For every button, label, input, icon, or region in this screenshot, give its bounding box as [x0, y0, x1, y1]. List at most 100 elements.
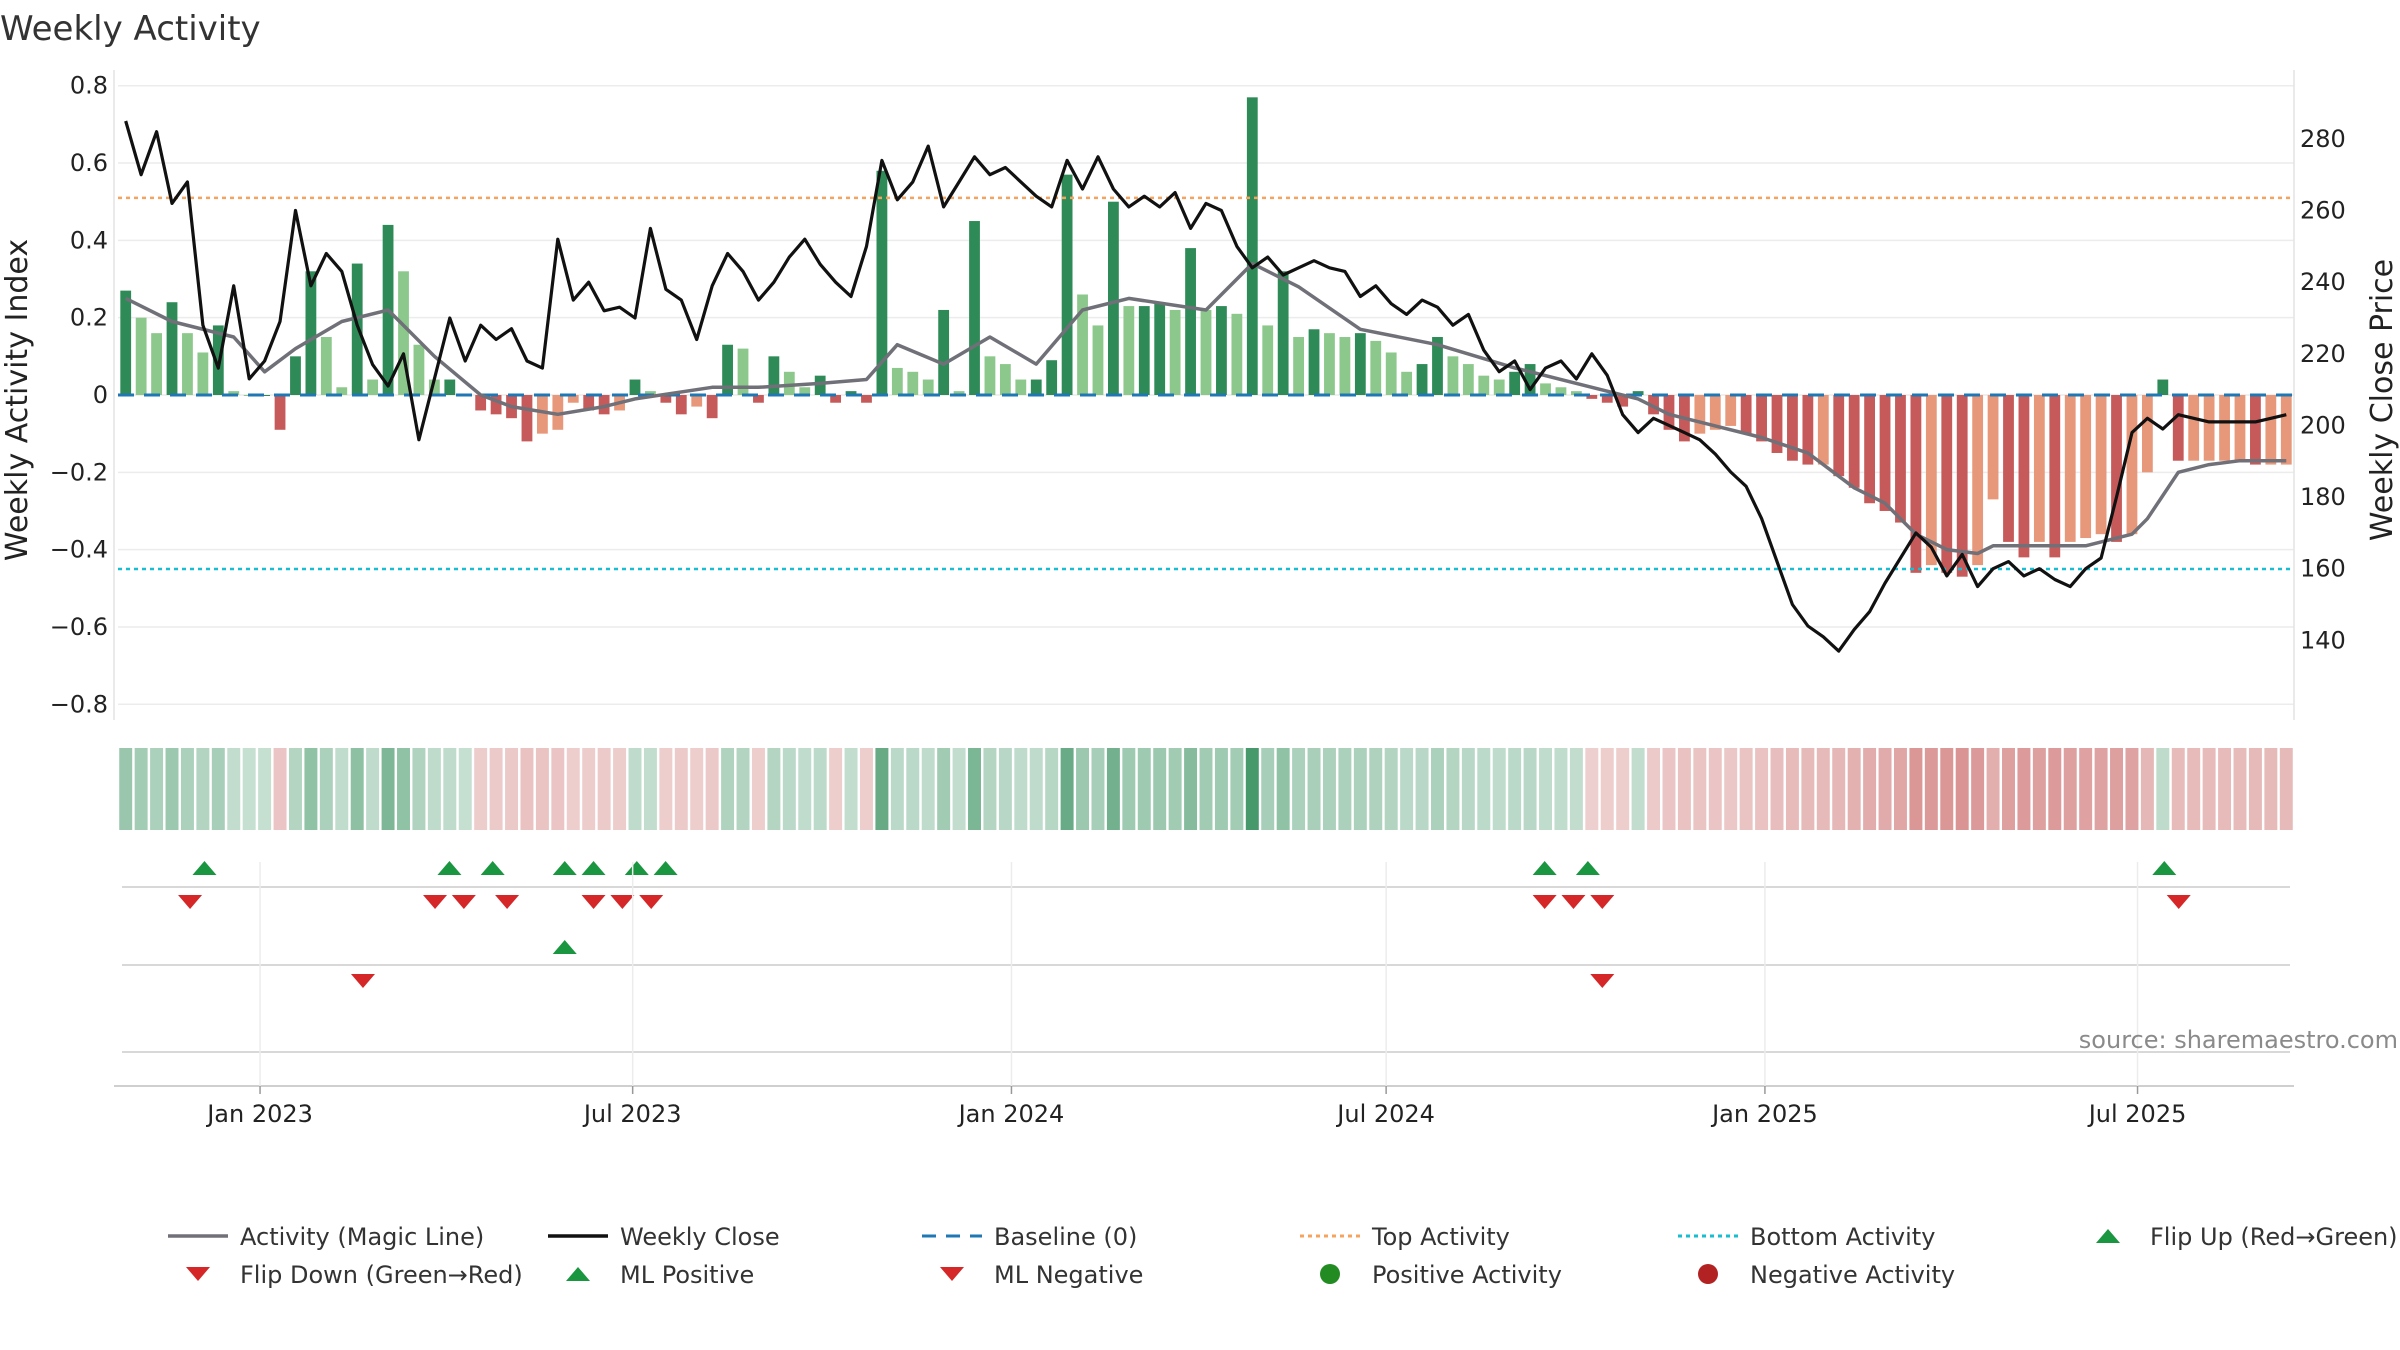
legend-label: ML Negative [994, 1261, 1143, 1289]
activity-bar [999, 364, 1011, 395]
left-tick-label: 0.8 [70, 72, 108, 100]
left-y-axis: 0.8 0.6 0.4 0.2 0 −0.2 −0.4 −0.6 −0.8 [50, 70, 115, 720]
activity-bar [2111, 395, 2122, 542]
activity-bar [228, 391, 240, 395]
activity-bar [398, 271, 409, 395]
flip-up-marker [1575, 861, 1600, 875]
heat-cell [937, 748, 951, 830]
activity-bar [1354, 333, 1366, 395]
heat-cell [1384, 748, 1398, 830]
right-tick-label: 240 [2300, 268, 2346, 296]
activity-bar [2049, 395, 2061, 558]
flip-down-marker [639, 895, 664, 909]
heat-cell [1245, 748, 1259, 830]
activity-bar [1941, 395, 1953, 573]
legend-label: Flip Up (Red→Green) [2150, 1223, 2398, 1251]
activity-bar [1015, 379, 1027, 395]
activity-bar [259, 395, 271, 396]
activity-bar [290, 356, 301, 395]
flip-up-marker [480, 861, 505, 875]
activity-bar [938, 309, 950, 395]
legend-label: Bottom Activity [1750, 1223, 1935, 1251]
heat-cell [1971, 748, 1985, 830]
heat-cell [350, 748, 364, 830]
heat-cell [1909, 748, 1923, 830]
activity-bar [1802, 395, 1814, 465]
activity-bar [583, 395, 595, 411]
heat-cell [505, 748, 519, 830]
heat-cell [1647, 748, 1661, 830]
activity-heat-strip [119, 748, 2293, 830]
activity-bar [305, 271, 317, 395]
activity-bar [2265, 395, 2277, 465]
activity-bar [1370, 340, 1382, 395]
activity-bar [1061, 174, 1073, 395]
activity-bar [2003, 395, 2014, 542]
activity-bar [1339, 337, 1351, 395]
heat-cell [2048, 748, 2062, 830]
legend-item: Activity (Magic Line) [168, 1223, 484, 1251]
heat-cell [2079, 748, 2093, 830]
activity-bar [737, 348, 749, 395]
right-tick-label: 260 [2300, 197, 2346, 225]
flip-up-marker [1532, 861, 1557, 875]
heat-cell [520, 748, 534, 830]
heat-cell [998, 748, 1012, 830]
legend: Activity (Magic Line) Weekly Close Baselin… [168, 1223, 2398, 1289]
heat-cell [211, 748, 225, 830]
heat-cell [1554, 748, 1568, 830]
activity-bar [1123, 306, 1135, 395]
activity-bar [1509, 371, 1521, 395]
heat-cell [1369, 748, 1383, 830]
heat-cell [551, 748, 565, 830]
heat-cell [2171, 748, 2185, 830]
heat-cell [304, 748, 318, 830]
right-tick-label: 160 [2300, 555, 2346, 583]
heat-cell [1261, 748, 1275, 830]
heat-cell [1785, 748, 1799, 830]
activity-bar [1555, 387, 1567, 395]
heat-cell [1523, 748, 1537, 830]
heat-cell [1986, 748, 2000, 830]
activity-bar [1987, 395, 1999, 500]
heat-cell [1431, 748, 1444, 830]
legend-item: ML Positive [566, 1261, 754, 1289]
activity-bar [1725, 395, 1737, 426]
heat-cell [2187, 748, 2201, 830]
heat-cell [1461, 748, 1475, 830]
heat-cell [458, 748, 472, 830]
heat-cell [798, 748, 812, 830]
heat-cell [860, 748, 873, 830]
heat-cell [1816, 748, 1830, 830]
legend-label: Negative Activity [1750, 1261, 1955, 1289]
heat-cell [2017, 748, 2031, 830]
activity-bar [768, 356, 780, 395]
right-tick-label: 280 [2300, 125, 2346, 153]
heat-cell [2094, 748, 2108, 830]
x-tick-label: Jan 2025 [1710, 1100, 1818, 1128]
legend-item: Flip Down (Green→Red) [186, 1261, 523, 1289]
activity-bar [151, 333, 162, 395]
heat-cell [1631, 748, 1645, 830]
activity-bar [1308, 329, 1320, 395]
flip-down-marker [423, 895, 448, 909]
activity-bar [1879, 395, 1891, 511]
heat-cell [736, 748, 750, 830]
activity-bar [2095, 395, 2107, 535]
heat-cell [952, 748, 966, 830]
x-tick-label: Jul 2023 [582, 1100, 682, 1128]
ml-negative-marker [350, 974, 375, 988]
heat-cell [1616, 748, 1630, 830]
activity-bar [2141, 395, 2153, 473]
ml-positive-marker [552, 940, 577, 954]
activity-bar [2188, 395, 2200, 461]
legend-item: Baseline (0) [922, 1223, 1137, 1251]
heat-cell [2002, 748, 2015, 830]
heat-cell [906, 748, 920, 830]
activity-bar [1972, 395, 1984, 566]
legend-item: ML Negative [940, 1261, 1143, 1289]
left-tick-label: 0 [93, 381, 108, 409]
heat-cell [1693, 748, 1707, 830]
right-tick-label: 180 [2300, 483, 2346, 511]
activity-bar [675, 395, 687, 415]
